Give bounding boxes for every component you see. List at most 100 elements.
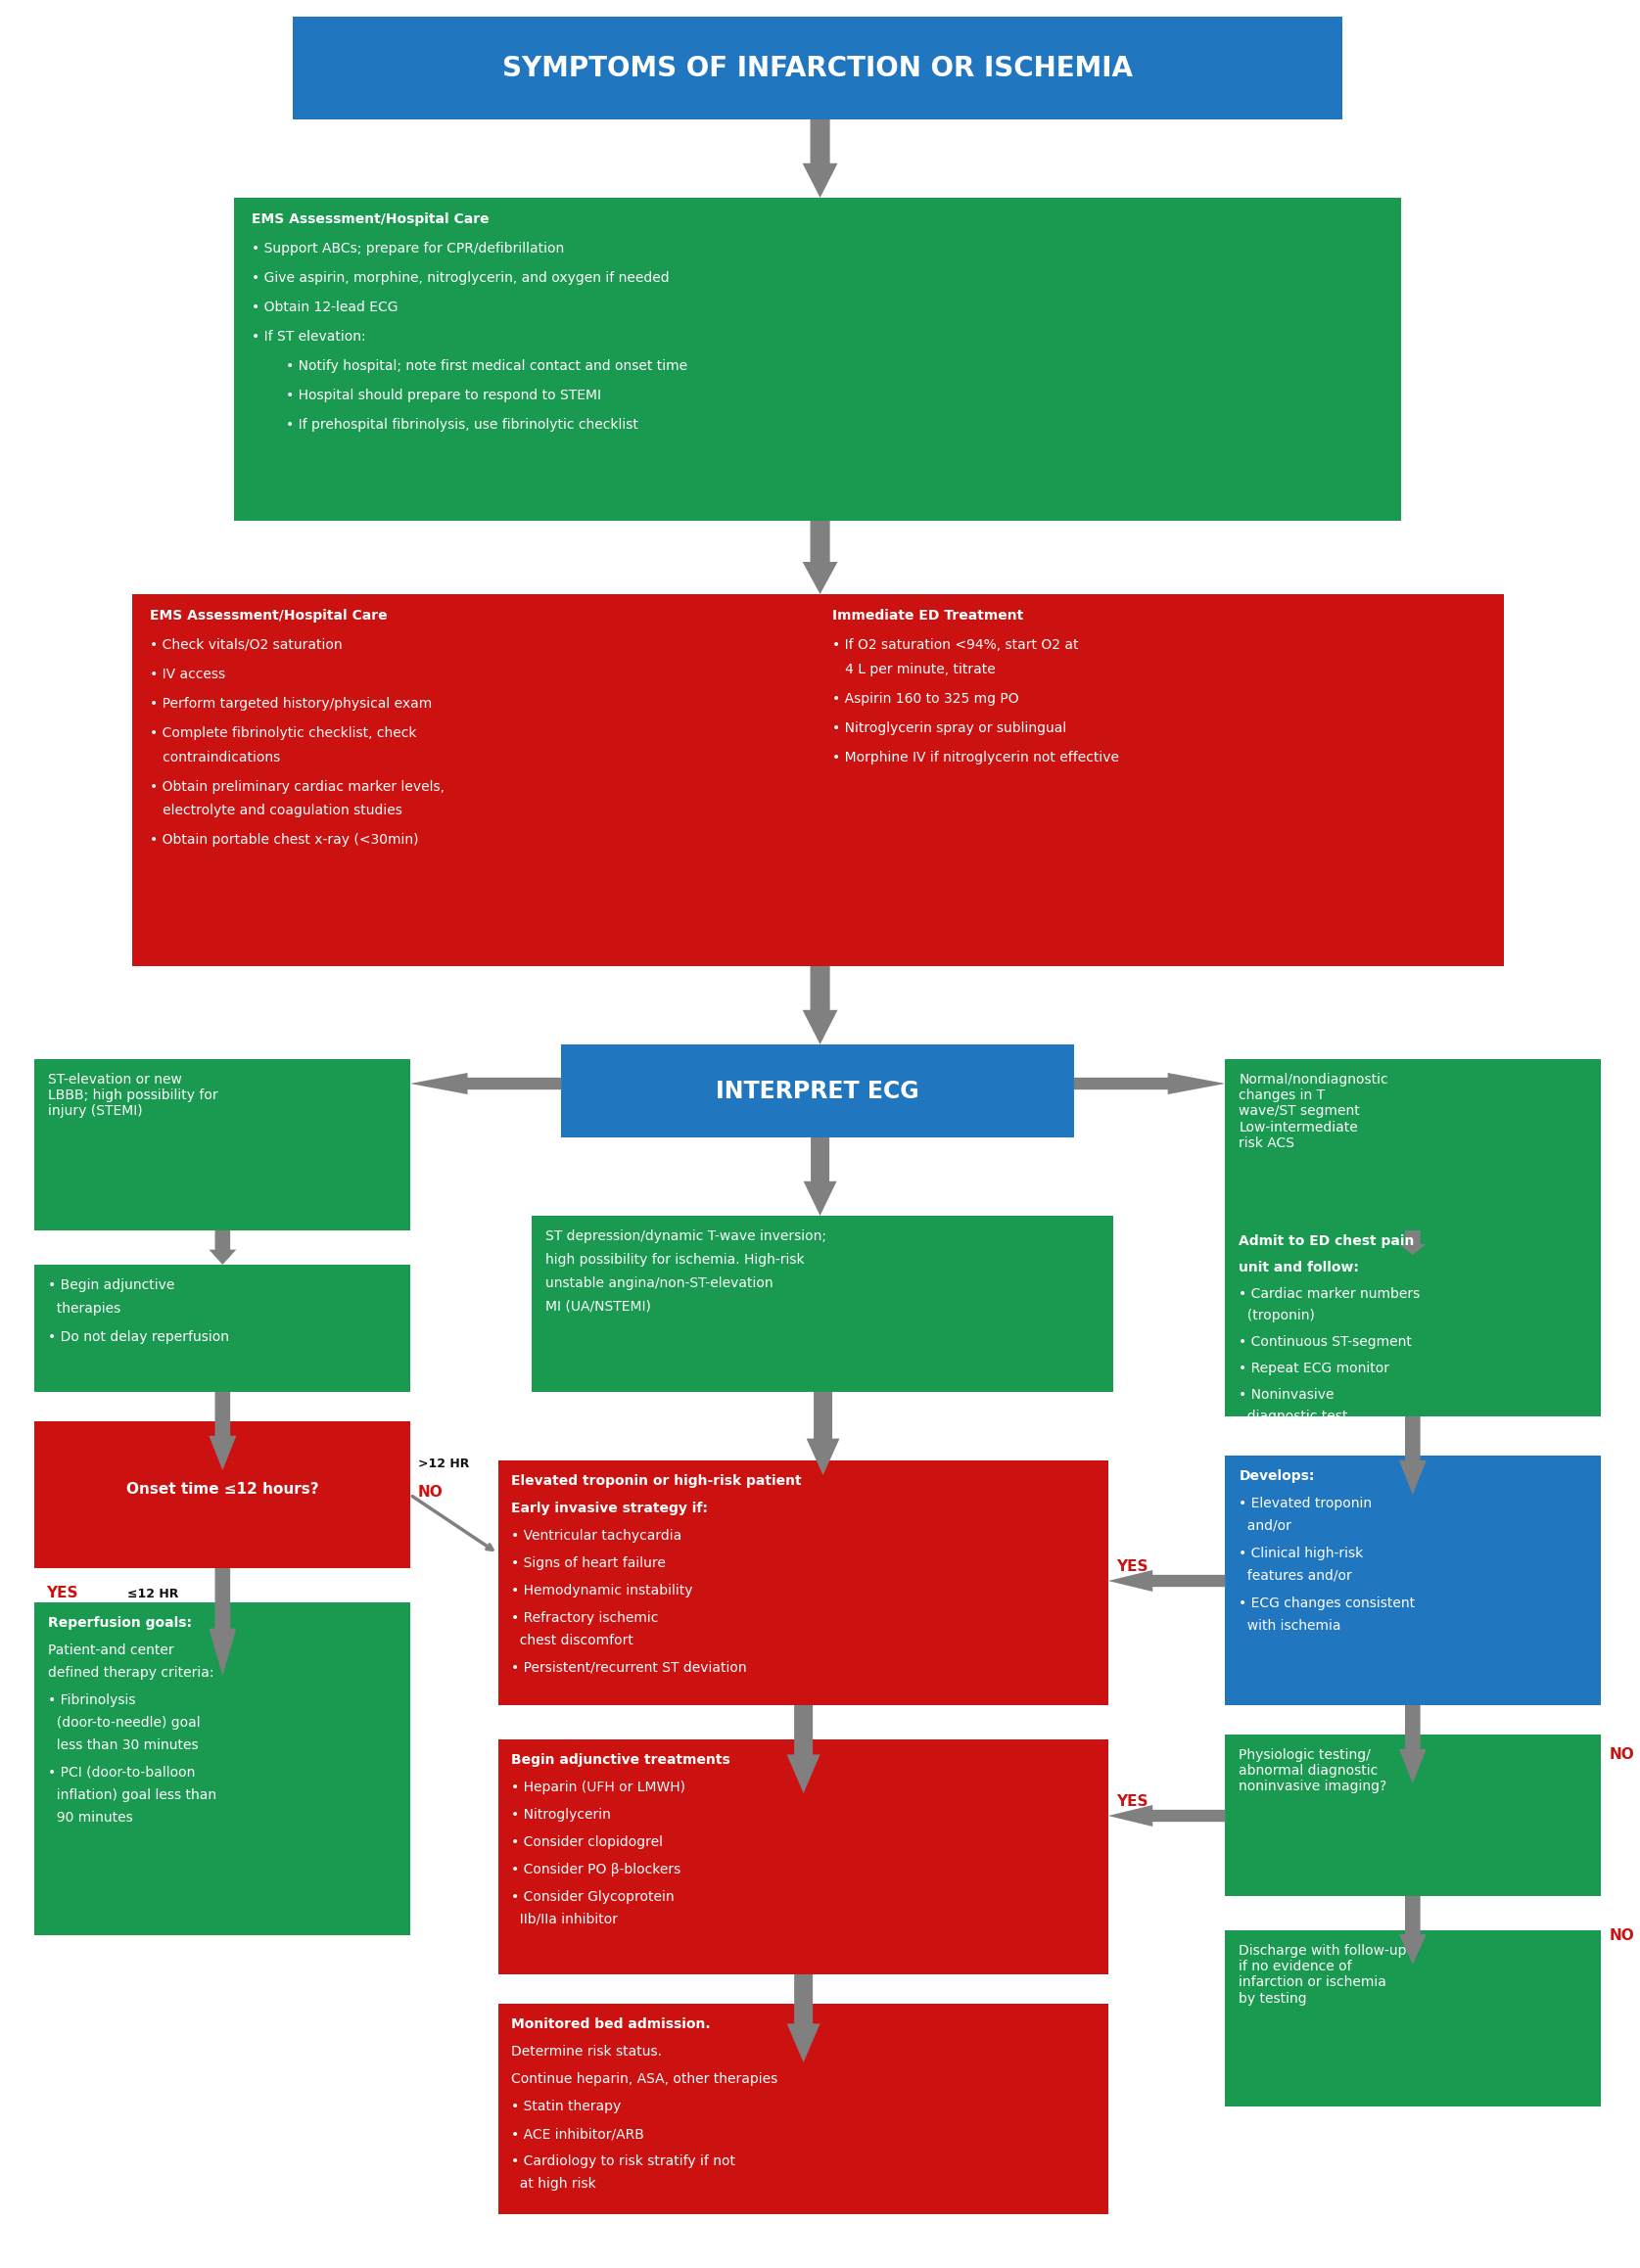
- Bar: [34, 1059, 410, 1232]
- Text: Continue heparin, ASA, other therapies: Continue heparin, ASA, other therapies: [512, 2073, 777, 2087]
- Bar: [1225, 1059, 1601, 1232]
- Text: inflation) goal less than: inflation) goal less than: [48, 1787, 216, 1801]
- Text: • Persistent/recurrent ST deviation: • Persistent/recurrent ST deviation: [512, 1660, 748, 1674]
- Text: • Consider Glycoprotein: • Consider Glycoprotein: [512, 1889, 674, 1903]
- Bar: [1225, 1456, 1601, 1706]
- Bar: [561, 1046, 1074, 1139]
- Text: • Perform targeted history/physical exam: • Perform targeted history/physical exam: [149, 696, 431, 710]
- Text: high possibility for ischemia. High-risk: high possibility for ischemia. High-risk: [546, 1252, 805, 1266]
- Polygon shape: [410, 1073, 561, 1095]
- Polygon shape: [208, 1393, 236, 1470]
- Polygon shape: [1399, 1418, 1427, 1495]
- Bar: [131, 594, 1504, 966]
- Polygon shape: [1399, 1706, 1427, 1783]
- Text: • Support ABCs; prepare for CPR/defibrillation: • Support ABCs; prepare for CPR/defibril…: [253, 243, 564, 256]
- Text: unit and follow:: unit and follow:: [1238, 1261, 1360, 1275]
- Text: SYMPTOMS OF INFARCTION OR ISCHEMIA: SYMPTOMS OF INFARCTION OR ISCHEMIA: [502, 54, 1133, 82]
- Polygon shape: [1074, 1073, 1225, 1095]
- Polygon shape: [807, 1393, 840, 1474]
- Text: • Cardiology to risk stratify if not: • Cardiology to risk stratify if not: [512, 2155, 736, 2168]
- Text: (troponin): (troponin): [1238, 1309, 1315, 1322]
- Text: ST depression/dynamic T-wave inversion;: ST depression/dynamic T-wave inversion;: [546, 1229, 827, 1243]
- Text: • Give aspirin, morphine, nitroglycerin, and oxygen if needed: • Give aspirin, morphine, nitroglycerin,…: [253, 272, 669, 286]
- Text: • PCI (door-to-balloon: • PCI (door-to-balloon: [48, 1767, 195, 1780]
- Text: Early invasive strategy if:: Early invasive strategy if:: [512, 1501, 708, 1515]
- Text: IIb/IIa inhibitor: IIb/IIa inhibitor: [512, 1912, 618, 1926]
- Text: unstable angina/non-ST-elevation: unstable angina/non-ST-elevation: [546, 1277, 774, 1290]
- Text: Discharge with follow-up
if no evidence of
infarction or ischemia
by testing: Discharge with follow-up if no evidence …: [1238, 1944, 1407, 2005]
- Text: • Complete fibrinolytic checklist, check: • Complete fibrinolytic checklist, check: [149, 726, 417, 739]
- Text: Determine risk status.: Determine risk status.: [512, 2046, 663, 2059]
- Text: features and/or: features and/or: [1238, 1569, 1353, 1583]
- Bar: [1225, 1220, 1601, 1418]
- Text: • Fibrinolysis: • Fibrinolysis: [48, 1694, 136, 1708]
- Text: 4 L per minute, titrate: 4 L per minute, titrate: [831, 662, 995, 676]
- Text: YES: YES: [1115, 1560, 1148, 1574]
- Polygon shape: [804, 1139, 836, 1216]
- Text: • Clinical high-risk: • Clinical high-risk: [1238, 1547, 1363, 1560]
- Text: • Obtain portable chest x-ray (<30min): • Obtain portable chest x-ray (<30min): [149, 832, 418, 846]
- Text: NO: NO: [1609, 1928, 1633, 1944]
- Bar: [34, 1422, 410, 1567]
- Bar: [235, 197, 1401, 522]
- Polygon shape: [787, 1975, 820, 2062]
- Text: NO: NO: [418, 1486, 443, 1499]
- Text: therapies: therapies: [48, 1302, 120, 1315]
- Polygon shape: [802, 120, 838, 197]
- Text: Reperfusion goals:: Reperfusion goals:: [48, 1617, 192, 1631]
- Text: • Cardiac marker numbers: • Cardiac marker numbers: [1238, 1288, 1420, 1302]
- Text: at high risk: at high risk: [512, 2177, 597, 2191]
- Text: • ECG changes consistent: • ECG changes consistent: [1238, 1597, 1415, 1610]
- Polygon shape: [1399, 1896, 1427, 1964]
- Text: • Heparin (UFH or LMWH): • Heparin (UFH or LMWH): [512, 1780, 686, 1794]
- Text: • Signs of heart failure: • Signs of heart failure: [512, 1556, 666, 1569]
- Text: 90 minutes: 90 minutes: [48, 1810, 133, 1823]
- Text: electrolyte and coagulation studies: electrolyte and coagulation studies: [149, 803, 402, 816]
- Text: • If ST elevation:: • If ST elevation:: [253, 329, 366, 342]
- Text: • If prehospital fibrinolysis, use fibrinolytic checklist: • If prehospital fibrinolysis, use fibri…: [253, 417, 638, 431]
- Text: Normal/nondiagnostic
changes in T
wave/ST segment
Low-intermediate
risk ACS: Normal/nondiagnostic changes in T wave/S…: [1238, 1073, 1389, 1150]
- Text: ST-elevation or new
LBBB; high possibility for
injury (STEMI): ST-elevation or new LBBB; high possibili…: [48, 1073, 218, 1118]
- Text: MI (UA/NSTEMI): MI (UA/NSTEMI): [546, 1300, 651, 1313]
- Text: Develops:: Develops:: [1238, 1470, 1315, 1483]
- Text: • Check vitals/O2 saturation: • Check vitals/O2 saturation: [149, 637, 341, 651]
- Text: Admit to ED chest pain: Admit to ED chest pain: [1238, 1234, 1415, 1247]
- Bar: [499, 1461, 1109, 1706]
- Text: • If O2 saturation <94%, start O2 at: • If O2 saturation <94%, start O2 at: [831, 637, 1077, 651]
- Bar: [1225, 1735, 1601, 1896]
- Text: with ischemia: with ischemia: [1238, 1619, 1342, 1633]
- Text: • Consider clopidogrel: • Consider clopidogrel: [512, 1835, 663, 1848]
- Text: • Continuous ST-segment: • Continuous ST-segment: [1238, 1336, 1412, 1349]
- Text: • Hospital should prepare to respond to STEMI: • Hospital should prepare to respond to …: [253, 388, 602, 401]
- Text: • Consider PO β-blockers: • Consider PO β-blockers: [512, 1862, 681, 1876]
- Text: • Nitroglycerin: • Nitroglycerin: [512, 1808, 612, 1821]
- Polygon shape: [208, 1232, 236, 1266]
- Text: Elevated troponin or high-risk patient: Elevated troponin or high-risk patient: [512, 1474, 802, 1488]
- Text: less than 30 minutes: less than 30 minutes: [48, 1737, 198, 1751]
- Polygon shape: [787, 1706, 820, 1794]
- Text: contraindications: contraindications: [149, 751, 280, 764]
- Text: defined therapy criteria:: defined therapy criteria:: [48, 1667, 213, 1681]
- Polygon shape: [1399, 1232, 1427, 1254]
- Text: • Notify hospital; note first medical contact and onset time: • Notify hospital; note first medical co…: [253, 358, 687, 372]
- Text: • Statin therapy: • Statin therapy: [512, 2100, 622, 2114]
- Text: • ACE inhibitor/ARB: • ACE inhibitor/ARB: [512, 2127, 645, 2141]
- Text: • Elevated troponin: • Elevated troponin: [1238, 1497, 1373, 1510]
- Text: INTERPRET ECG: INTERPRET ECG: [717, 1080, 920, 1102]
- Text: • Do not delay reperfusion: • Do not delay reperfusion: [48, 1329, 230, 1343]
- Text: Onset time ≤12 hours?: Onset time ≤12 hours?: [126, 1483, 318, 1497]
- Bar: [34, 1266, 410, 1393]
- Text: Begin adjunctive treatments: Begin adjunctive treatments: [512, 1753, 731, 1767]
- Text: • Morphine IV if nitroglycerin not effective: • Morphine IV if nitroglycerin not effec…: [831, 751, 1118, 764]
- Polygon shape: [1109, 1805, 1225, 1826]
- Polygon shape: [1109, 1569, 1225, 1592]
- Text: Immediate ED Treatment: Immediate ED Treatment: [831, 608, 1023, 621]
- Text: • Obtain preliminary cardiac marker levels,: • Obtain preliminary cardiac marker leve…: [149, 780, 444, 794]
- Text: Physiologic testing/
abnormal diagnostic
noninvasive imaging?: Physiologic testing/ abnormal diagnostic…: [1238, 1749, 1387, 1794]
- Text: >12 HR: >12 HR: [418, 1458, 469, 1470]
- Text: • Repeat ECG monitor: • Repeat ECG monitor: [1238, 1361, 1389, 1374]
- Text: diagnostic test: diagnostic test: [1238, 1411, 1348, 1424]
- Bar: [499, 2003, 1109, 2214]
- Text: YES: YES: [46, 1585, 77, 1601]
- Bar: [294, 16, 1343, 120]
